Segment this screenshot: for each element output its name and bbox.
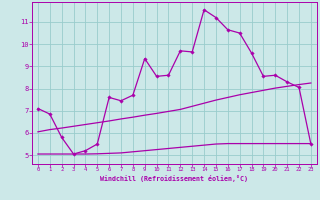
X-axis label: Windchill (Refroidissement éolien,°C): Windchill (Refroidissement éolien,°C) xyxy=(100,175,248,182)
